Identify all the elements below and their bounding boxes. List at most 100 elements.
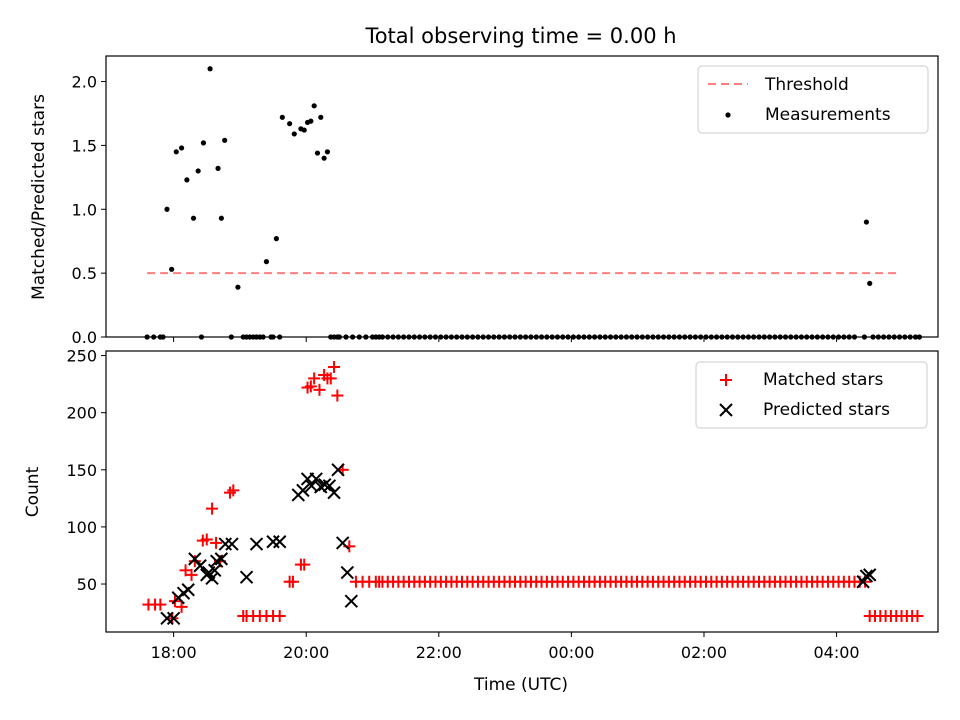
measurement-point xyxy=(222,137,228,143)
measurement-point xyxy=(218,215,224,221)
measurement-point xyxy=(676,334,683,340)
measurement-point xyxy=(173,149,179,155)
bottom-plot-area xyxy=(142,360,924,625)
predicted-star-point xyxy=(859,569,874,583)
measurement-point xyxy=(343,334,349,340)
predicted-star-point xyxy=(335,536,350,550)
measurement-point xyxy=(825,334,831,340)
bottom-y-tick-label: 150 xyxy=(66,461,97,480)
measurement-point xyxy=(682,334,688,340)
measurement-point xyxy=(788,334,794,340)
measurement-point xyxy=(321,155,327,161)
measurement-point xyxy=(629,334,635,340)
measurement-point xyxy=(416,334,423,340)
measurement-point xyxy=(235,284,241,290)
bottom-y-ticks: 50 100 150 200 250 xyxy=(66,347,106,594)
measurement-point xyxy=(650,334,656,340)
measurement-point xyxy=(639,334,645,340)
x-tick-label: 20:00 xyxy=(283,643,329,662)
measurement-point xyxy=(814,334,820,340)
measurement-point xyxy=(390,334,396,340)
measurement-point xyxy=(459,334,465,340)
measurement-point xyxy=(517,334,523,340)
x-tick-label: 00:00 xyxy=(548,643,594,662)
measurement-point xyxy=(692,334,698,340)
measurement-point xyxy=(363,334,369,340)
bottom-y-axis-label: Count xyxy=(23,466,43,517)
measurement-point xyxy=(767,334,773,340)
measurement-point xyxy=(427,334,433,340)
measurement-point xyxy=(475,334,481,340)
predicted-star-point xyxy=(218,537,233,551)
measurement-point xyxy=(841,334,847,340)
measurement-point xyxy=(671,334,677,340)
top-axes: 0.00.51.01.52.0 Matched/Predicted stars … xyxy=(29,55,939,347)
measurement-point xyxy=(623,334,630,340)
measurement-point xyxy=(448,334,454,340)
predicted-star-point xyxy=(166,611,181,625)
measurement-point xyxy=(863,219,870,225)
measurement-point xyxy=(891,334,897,340)
matched-star-point xyxy=(308,372,321,385)
top-y-tick-label: 2.0 xyxy=(72,73,97,92)
measurement-point xyxy=(645,334,651,340)
measurement-point xyxy=(586,334,592,340)
measurement-point xyxy=(660,334,667,340)
measurement-point xyxy=(485,334,492,340)
matched-star-point xyxy=(206,502,219,515)
predicted-star-point xyxy=(249,537,264,551)
predicted-star-point xyxy=(239,570,254,584)
matched-star-point xyxy=(210,536,223,549)
measurement-point xyxy=(735,334,741,340)
figure-title: Total observing time = 0.00 h xyxy=(364,24,676,48)
measurement-point xyxy=(708,334,714,340)
measurement-point xyxy=(618,334,624,340)
top-y-tick-label: 0.0 xyxy=(72,328,97,347)
measurement-point xyxy=(761,334,767,340)
predicted-star-point xyxy=(322,479,337,493)
top-legend: Threshold Measurements xyxy=(697,65,929,134)
threshold-legend-label: Threshold xyxy=(764,75,849,95)
measurement-point xyxy=(443,334,449,340)
measurement-point xyxy=(207,66,213,72)
measurement-point xyxy=(379,334,386,340)
measurement-point xyxy=(184,177,190,183)
measurement-point xyxy=(279,114,285,120)
measurement-point xyxy=(581,334,587,340)
top-legend-box xyxy=(697,65,929,134)
measurement-point xyxy=(772,334,778,340)
matched-star-point xyxy=(273,610,286,623)
measurement-point xyxy=(666,334,672,340)
measurement-point xyxy=(538,334,545,340)
measurement-point xyxy=(724,334,730,340)
measurement-point xyxy=(301,127,307,133)
measurement-point xyxy=(896,334,903,340)
measurement-point xyxy=(751,334,757,340)
measurement-point xyxy=(809,334,815,340)
measurement-point xyxy=(406,334,412,340)
top-plot-area xyxy=(144,66,923,340)
predicted-star-point xyxy=(225,537,239,551)
predicted-star-point xyxy=(344,594,358,608)
measurement-point xyxy=(907,334,913,340)
measurement-point xyxy=(480,334,486,340)
matched-star-point xyxy=(298,558,311,571)
matched-star-point xyxy=(227,484,240,497)
measurement-point xyxy=(291,131,297,137)
measurement-point xyxy=(549,334,555,340)
matched-star-point xyxy=(324,372,337,385)
matched-star-point xyxy=(154,598,167,611)
predicted-legend-swatch xyxy=(719,403,733,417)
measurement-point xyxy=(401,334,407,340)
measurement-point xyxy=(756,334,762,340)
top-y-ticks: 0.0 0.5 1.0 1.5 2.0 xyxy=(72,73,106,347)
measurement-point xyxy=(846,334,852,340)
top-y-axis-label: Matched/Predicted stars xyxy=(29,94,49,300)
measurement-point xyxy=(195,168,201,174)
measurement-point xyxy=(318,114,324,120)
measurement-point xyxy=(798,334,805,340)
bottom-legend-box xyxy=(695,361,928,429)
measurement-point xyxy=(385,334,391,340)
predicted-legend-label: Predicted stars xyxy=(763,400,890,420)
measurement-point xyxy=(164,206,170,212)
